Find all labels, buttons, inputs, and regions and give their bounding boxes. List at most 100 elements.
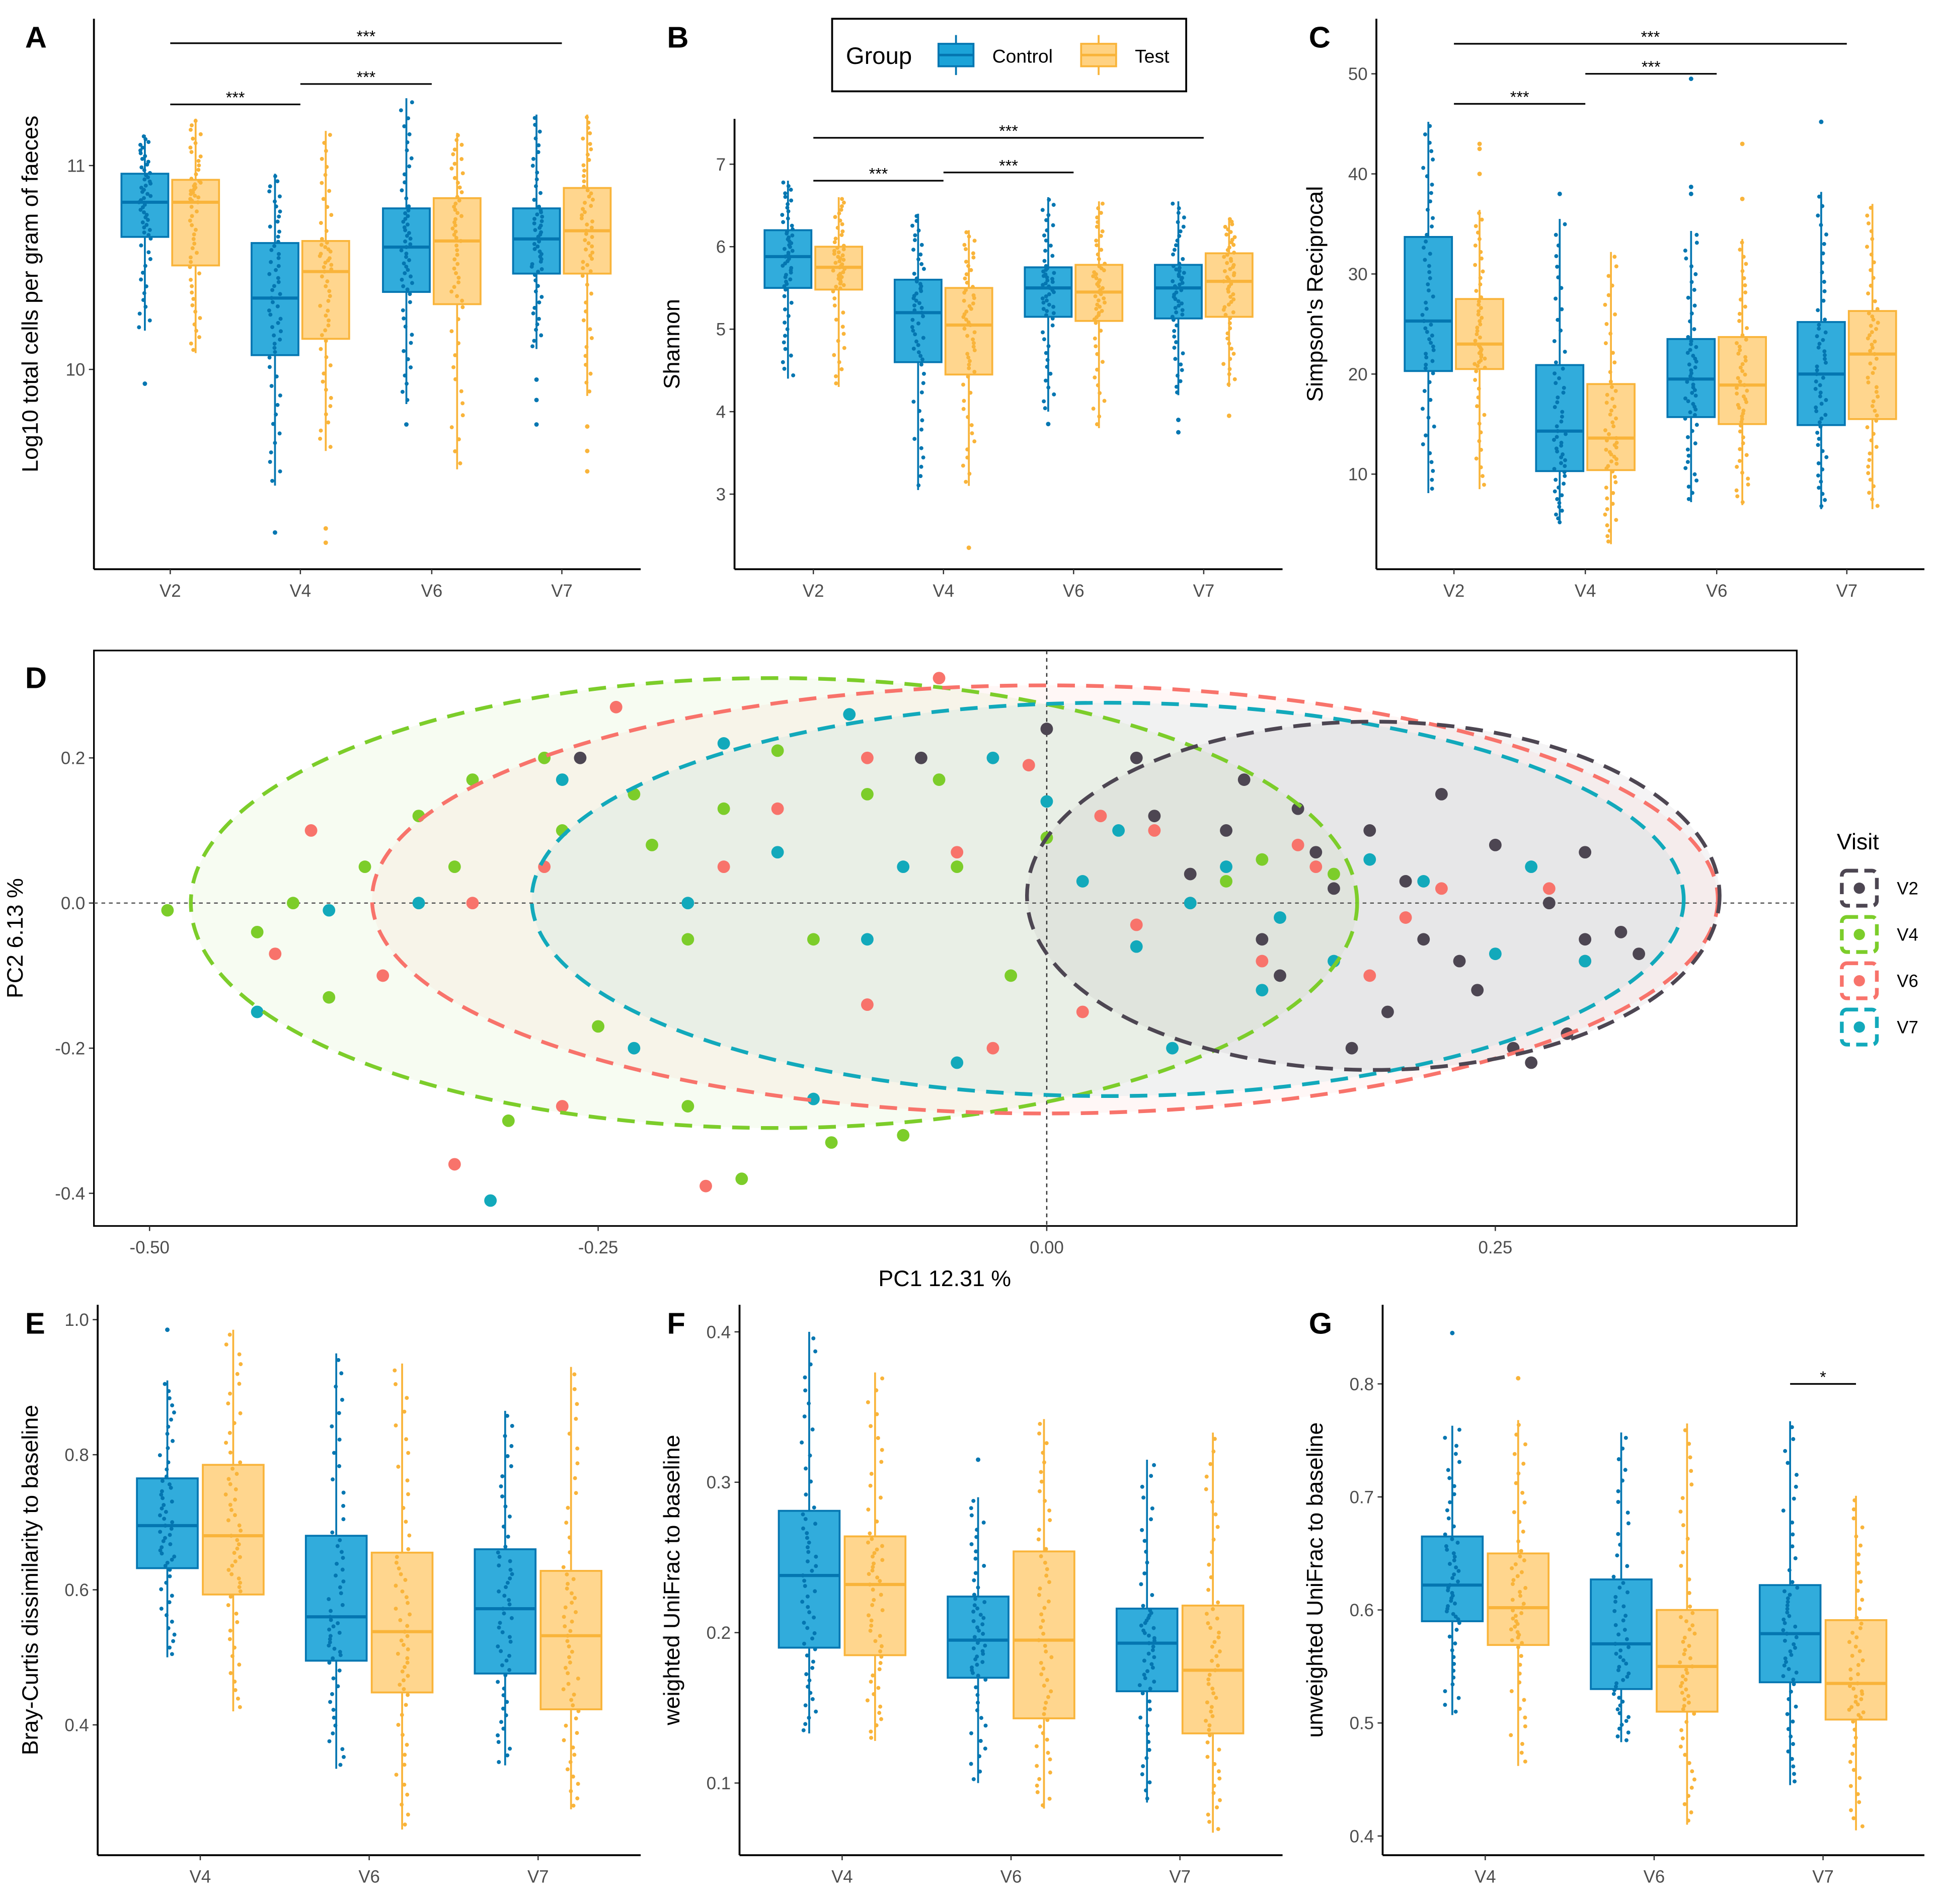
outlier-point [323, 540, 328, 545]
point-v7 [323, 904, 336, 917]
jitter-point [342, 1755, 346, 1759]
jitter-point [1451, 1524, 1456, 1529]
jitter-point [1423, 326, 1428, 331]
jitter-point [506, 1535, 510, 1539]
jitter-point [1175, 373, 1180, 378]
jitter-point [274, 374, 279, 379]
jitter-point [983, 1678, 988, 1682]
point-v2 [1274, 969, 1286, 982]
jitter-point [813, 1522, 818, 1526]
jitter-point [1610, 469, 1615, 473]
point-v4 [717, 802, 730, 815]
jitter-point [1216, 1635, 1221, 1639]
jitter-point [1866, 291, 1871, 296]
jitter-point [1871, 318, 1876, 322]
jitter-point [277, 214, 281, 219]
jitter-point [1871, 432, 1876, 436]
jitter-point [1694, 345, 1698, 349]
jitter-point [170, 1403, 175, 1407]
jitter-point [1216, 1663, 1220, 1668]
jitter-point [807, 1540, 811, 1545]
jitter-point [1683, 1678, 1688, 1682]
box-iqr [382, 207, 431, 293]
jitter-point [455, 262, 460, 266]
point-v6 [717, 860, 730, 874]
jitter-point [782, 247, 787, 251]
jitter-point [783, 191, 788, 196]
jitter-point [324, 148, 328, 153]
jitter-point [1180, 368, 1184, 372]
jitter-point [326, 323, 331, 328]
box-iqr [136, 1477, 199, 1569]
jitter-point [1607, 432, 1611, 436]
jitter-point [404, 255, 408, 259]
jitter-point [879, 1644, 884, 1648]
x-tick-label: V2 [160, 581, 181, 601]
jitter-point [1614, 461, 1619, 466]
jitter-point [340, 1603, 345, 1607]
jitter-point [1740, 417, 1744, 421]
jitter-point [1424, 300, 1428, 305]
jitter-point [1229, 282, 1233, 286]
jitter-point [1048, 1770, 1052, 1775]
jitter-point [810, 1697, 815, 1701]
jitter-point [502, 1686, 506, 1691]
point-v4 [323, 991, 336, 1004]
jitter-point [1559, 419, 1564, 424]
jitter-point [1685, 460, 1690, 464]
jitter-point [983, 1643, 987, 1648]
jitter-point [158, 1548, 163, 1553]
jitter-point [1215, 1525, 1220, 1529]
jitter-point [1624, 1661, 1629, 1666]
jitter-point [563, 1605, 568, 1610]
jitter-point [505, 1413, 509, 1418]
jitter-point [197, 163, 201, 168]
jitter-point [575, 1461, 580, 1466]
point-v2 [1453, 955, 1466, 968]
jitter-point [393, 1368, 397, 1373]
jitter-point [172, 1632, 177, 1637]
jitter-point [1788, 1649, 1793, 1653]
jitter-point [1035, 1790, 1040, 1794]
jitter-point [1867, 491, 1872, 495]
jitter-point [1685, 351, 1690, 355]
jitter-point [1172, 334, 1177, 339]
jitter-point [584, 380, 589, 385]
jitter-point [275, 219, 280, 224]
jitter-point [1225, 331, 1230, 336]
jitter-point [839, 367, 844, 371]
jitter-point [1453, 1614, 1458, 1619]
jitter-point [1516, 1422, 1521, 1427]
jitter-point [1613, 1642, 1617, 1646]
jitter-point [1451, 1669, 1456, 1673]
jitter-point [1559, 461, 1563, 465]
jitter-point [399, 248, 404, 253]
jitter-point [456, 437, 461, 442]
jitter-point [1822, 289, 1827, 293]
jitter-point [1785, 1631, 1789, 1636]
jitter-point [397, 1566, 401, 1571]
jitter-point [408, 292, 412, 296]
jitter-point [1690, 491, 1694, 495]
jitter-point [788, 277, 793, 282]
jitter-point [1429, 323, 1433, 327]
jitter-point [322, 265, 326, 269]
jitter-point [587, 389, 592, 393]
point-v7 [1489, 947, 1502, 961]
jitter-point [871, 1588, 875, 1592]
outlier-point [1740, 196, 1745, 201]
jitter-point [1052, 392, 1056, 396]
jitter-point [449, 425, 454, 430]
jitter-point [507, 1653, 511, 1658]
jitter-point [841, 332, 846, 336]
jitter-point [1142, 1539, 1147, 1543]
jitter-point [1814, 409, 1819, 414]
jitter-point [910, 325, 914, 330]
jitter-point [914, 214, 919, 218]
jitter-point [1859, 1697, 1864, 1701]
jitter-point [965, 455, 970, 460]
jitter-point [1180, 281, 1185, 285]
jitter-point [1615, 1734, 1620, 1738]
jitter-point [1850, 1630, 1855, 1635]
